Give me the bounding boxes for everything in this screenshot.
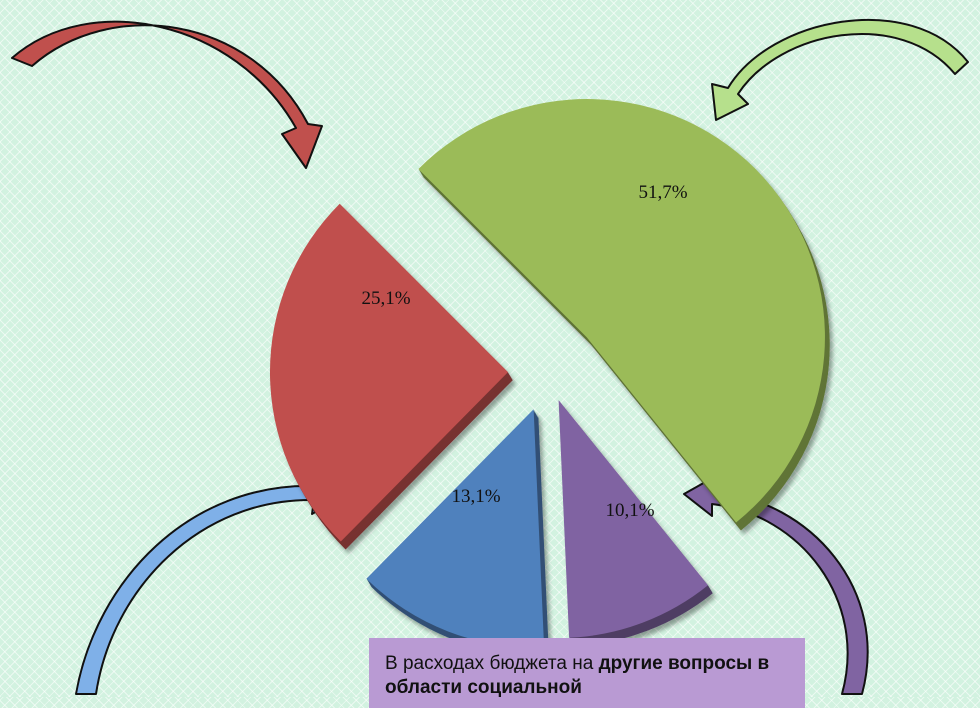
callout-text: В расходах бюджета на [385,653,599,674]
callout-text-box: В расходах бюджета на другие вопросы в о… [369,638,805,708]
pie-slice-3 [366,409,545,648]
slice-label-1: 51,7% [638,182,687,203]
green-arrow-icon [711,18,969,121]
blue-arrow-icon [75,469,343,695]
slice-label-2: 10,1% [605,500,654,521]
callout-text-bold: другие вопросы в области социальной [385,653,770,698]
slice-label-3: 13,1% [451,486,500,507]
red-arrow-icon [11,20,323,169]
pie-slice-2 [558,400,708,638]
purple-arrow-icon [683,475,869,695]
pie-slice-1 [418,99,825,523]
slice-label-4: 25,1% [361,288,410,309]
pie-slice-4 [269,203,508,542]
